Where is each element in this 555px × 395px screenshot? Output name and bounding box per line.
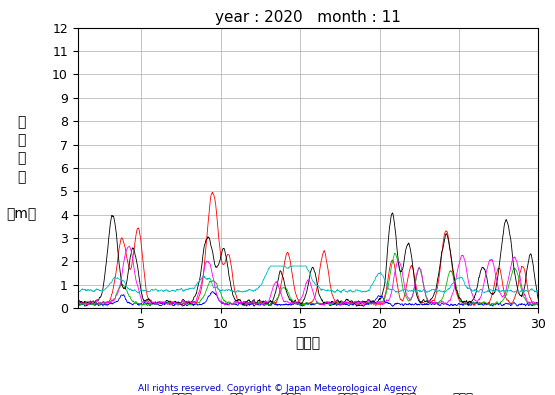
上ノ国 xyxy=(481,301,487,306)
上ノ国 xyxy=(177,302,184,307)
石廊崎 xyxy=(229,301,235,306)
Line: 経ヶ崎: 経ヶ崎 xyxy=(78,213,538,305)
石廊崎 xyxy=(74,303,81,308)
生月島 xyxy=(229,302,235,307)
経ヶ崎 xyxy=(74,301,81,306)
唐桑 xyxy=(165,301,172,306)
屋久島 xyxy=(165,288,172,293)
石廊崎 xyxy=(380,298,386,303)
Y-axis label: 有
義
波
高

（m）: 有 義 波 高 （m） xyxy=(7,115,37,221)
経ヶ崎 xyxy=(240,302,246,307)
Legend: 上ノ国, 唐桑, 石廊崎, 経ヶ崎, 生月島, 屋久島: 上ノ国, 唐桑, 石廊崎, 経ヶ崎, 生月島, 屋久島 xyxy=(138,387,478,395)
経ヶ崎 xyxy=(228,288,235,292)
Text: All rights reserved. Copyright © Japan Meteorological Agency: All rights reserved. Copyright © Japan M… xyxy=(138,384,417,393)
屋久島 xyxy=(267,264,274,269)
屋久島 xyxy=(74,291,81,296)
上ノ国 xyxy=(74,304,81,308)
唐桑 xyxy=(229,301,235,306)
Line: 生月島: 生月島 xyxy=(78,246,538,305)
Line: 唐桑: 唐桑 xyxy=(78,292,538,307)
石廊崎 xyxy=(100,304,107,308)
屋久島 xyxy=(228,288,235,293)
経ヶ崎 xyxy=(389,211,396,215)
Line: 屋久島: 屋久島 xyxy=(78,266,538,293)
石廊崎 xyxy=(177,301,184,305)
石廊崎 xyxy=(481,300,488,305)
石廊崎 xyxy=(391,251,398,256)
上ノ国 xyxy=(380,300,386,305)
経ヶ崎 xyxy=(380,289,386,293)
唐桑 xyxy=(440,302,447,307)
唐桑 xyxy=(74,305,81,309)
屋久島 xyxy=(535,290,542,295)
X-axis label: （日）: （日） xyxy=(295,337,321,350)
上ノ国 xyxy=(165,300,172,305)
生月島 xyxy=(74,303,81,308)
屋久島 xyxy=(177,287,184,292)
生月島 xyxy=(535,303,542,307)
唐桑 xyxy=(535,303,542,308)
生月島 xyxy=(177,300,184,305)
唐桑 xyxy=(481,303,487,307)
経ヶ崎 xyxy=(177,300,184,305)
生月島 xyxy=(166,301,173,306)
経ヶ崎 xyxy=(440,243,447,247)
石廊崎 xyxy=(166,300,173,305)
唐桑 xyxy=(209,289,216,294)
屋久島 xyxy=(440,289,447,294)
上ノ国 xyxy=(440,239,447,244)
屋久島 xyxy=(380,273,386,278)
Title: year : 2020   month : 11: year : 2020 month : 11 xyxy=(215,10,401,25)
唐桑 xyxy=(177,301,184,306)
上ノ国 xyxy=(229,269,235,273)
経ヶ崎 xyxy=(535,297,542,302)
経ヶ崎 xyxy=(165,299,172,304)
生月島 xyxy=(126,244,133,248)
経ヶ崎 xyxy=(481,267,488,272)
Line: 石廊崎: 石廊崎 xyxy=(78,253,538,306)
生月島 xyxy=(481,281,487,286)
石廊崎 xyxy=(440,293,447,297)
Line: 上ノ国: 上ノ国 xyxy=(78,193,538,306)
屋久島 xyxy=(481,290,487,295)
生月島 xyxy=(440,300,447,305)
唐桑 xyxy=(380,296,386,301)
上ノ国 xyxy=(209,190,216,195)
石廊崎 xyxy=(535,302,542,307)
生月島 xyxy=(380,301,386,306)
上ノ国 xyxy=(535,303,542,308)
